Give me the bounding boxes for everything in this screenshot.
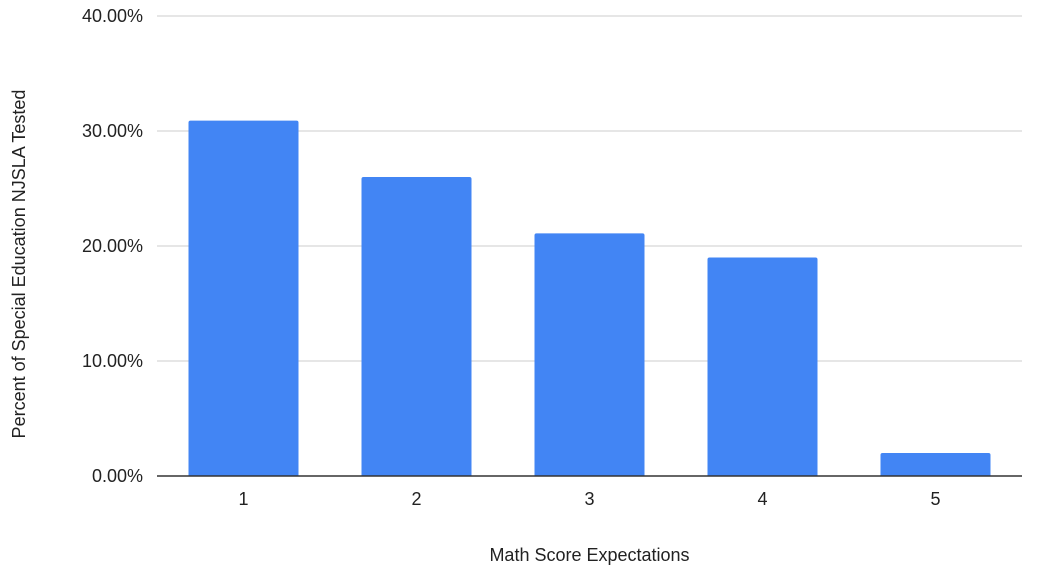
y-tick-label: 40.00% <box>82 6 143 26</box>
x-tick-label: 4 <box>757 489 767 509</box>
x-tick-label: 1 <box>238 489 248 509</box>
bar-1 <box>188 120 299 477</box>
y-tick-label: 10.00% <box>82 351 143 371</box>
x-axis-title: Math Score Expectations <box>489 545 689 565</box>
y-axis-title: Percent of Special Education NJSLA Teste… <box>9 90 29 439</box>
y-tick-label: 0.00% <box>92 466 143 486</box>
bars <box>188 120 991 477</box>
y-tick-label: 30.00% <box>82 121 143 141</box>
y-tick-label: 20.00% <box>82 236 143 256</box>
bar-4 <box>707 257 818 476</box>
x-tick-label: 5 <box>930 489 940 509</box>
y-axis-ticks: 0.00% 10.00% 20.00% 30.00% 40.00% <box>82 6 143 486</box>
x-tick-label: 3 <box>584 489 594 509</box>
x-axis-ticks: 1 2 3 4 5 <box>238 489 940 509</box>
bar-2 <box>361 177 472 476</box>
bar-3 <box>534 233 645 476</box>
bar-5 <box>880 453 991 476</box>
x-tick-label: 2 <box>411 489 421 509</box>
